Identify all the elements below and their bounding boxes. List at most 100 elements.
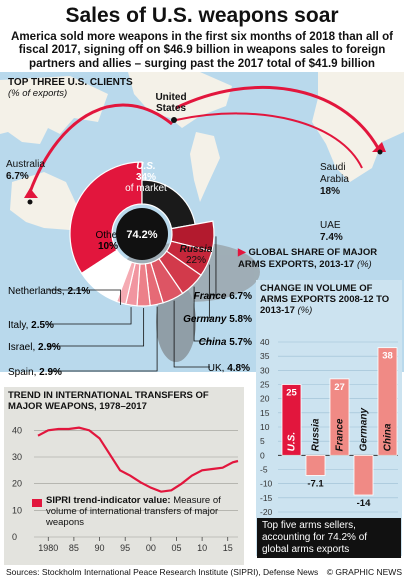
export-arrows bbox=[24, 85, 386, 205]
trend-ytick-label: 30 bbox=[12, 452, 22, 462]
global-share-donut: U.S. 34% of market Russia 22% France 6.7% Germ… bbox=[8, 161, 252, 378]
top-clients-note: (% of exports) bbox=[8, 88, 68, 99]
bar-category-label: China bbox=[383, 423, 394, 451]
client-australia-name: Australia bbox=[6, 159, 45, 170]
australia-landmass bbox=[10, 172, 80, 230]
destination-marker-saudi bbox=[377, 149, 383, 155]
client-australia: Australia 6.7% bbox=[6, 159, 66, 183]
bar-germany bbox=[353, 454, 374, 496]
change-callout: Top five arms sellers, accounting for 74… bbox=[257, 518, 401, 558]
bar-ytick-label: 5 bbox=[260, 436, 265, 446]
north-america-landmass bbox=[128, 72, 232, 128]
donut-center-label: 74.2% bbox=[126, 229, 157, 241]
trend-xtick-label: 05 bbox=[171, 543, 181, 553]
donut-label-france: France 6.7% bbox=[194, 291, 252, 302]
trend-series-line bbox=[37, 426, 239, 493]
donut-label-other: Other 10% bbox=[95, 230, 121, 252]
bar-ytick-label: -20 bbox=[260, 507, 273, 517]
client-uae-value: 7.4% bbox=[320, 232, 343, 243]
share-panel-heading: ▶ Global Share of Major Arms Exports, 20… bbox=[238, 247, 378, 270]
trend-xtick-label: 15 bbox=[223, 543, 233, 553]
donut-label-israel: Israel, 2.9% bbox=[8, 342, 61, 353]
page-subtitle: America sold more weapons in the first s… bbox=[10, 30, 394, 70]
bar-category-label: Germany bbox=[359, 408, 370, 452]
trend-legend-rest: Measure of volume of international trans… bbox=[46, 495, 221, 528]
footer-sources: Sources: Stockholm International Peace R… bbox=[6, 567, 319, 577]
bar-category-label: Russia bbox=[311, 418, 322, 451]
trend-ytick-label: 20 bbox=[12, 479, 22, 489]
bar-russia bbox=[305, 454, 326, 476]
bar-value-label: 27 bbox=[334, 382, 345, 393]
donut-label-germany: Germany 5.8% bbox=[183, 314, 252, 325]
bar-ytick-label: 0 bbox=[260, 450, 265, 460]
europe-africa-landmass bbox=[312, 72, 404, 182]
donut-label-uk: UK, 4.8% bbox=[208, 363, 250, 374]
donut-label-us: U.S. 34% of market bbox=[125, 161, 167, 194]
bar-ytick-label: 15 bbox=[260, 408, 270, 418]
bar-ytick-label: 35 bbox=[260, 351, 270, 361]
trend-xtick-label: 10 bbox=[197, 543, 207, 553]
donut-leader-netherlands bbox=[48, 289, 121, 305]
client-saudi-value: 18% bbox=[320, 186, 341, 197]
donut-slice-other bbox=[80, 249, 133, 303]
destination-marker-australia bbox=[27, 199, 33, 205]
trend-panel: Trend in International Transfers of Majo… bbox=[4, 387, 244, 565]
arrow-to-saudi bbox=[175, 85, 380, 149]
change-panel-heading: Change in Volume of Arms Exports 2008-12… bbox=[260, 283, 400, 316]
south-america-landmass bbox=[190, 132, 220, 202]
bar-ytick-label: 40 bbox=[260, 337, 270, 347]
bar-value-label: -7.1 bbox=[307, 478, 324, 489]
donut-leader-spain bbox=[48, 306, 158, 372]
trend-xtick-label: 85 bbox=[69, 543, 79, 553]
trend-xtick-label: 95 bbox=[120, 543, 130, 553]
arrow-to-uae bbox=[175, 112, 363, 169]
bar-ytick-label: 10 bbox=[260, 422, 270, 432]
trend-panel-title: Trend in International Transfers of Majo… bbox=[8, 390, 209, 412]
origin-marker bbox=[171, 117, 177, 123]
trend-ytick-label: 40 bbox=[12, 425, 22, 435]
top-clients-heading: Top Three U.S. Clients (% of exports) bbox=[8, 77, 133, 99]
bar-france bbox=[329, 378, 350, 456]
bar-value-label: 38 bbox=[382, 351, 393, 362]
trend-legend-swatch bbox=[32, 499, 42, 507]
trend-ytick-label: 10 bbox=[12, 505, 22, 515]
bar-china bbox=[377, 347, 398, 456]
client-uae-name: UAE bbox=[320, 220, 341, 231]
change-panel: Change in Volume of Arms Exports 2008-12… bbox=[256, 280, 402, 556]
trend-xtick-label: 1980 bbox=[38, 543, 58, 553]
trend-legend-strong: SIPRI trend-indicator value: bbox=[46, 495, 171, 506]
change-panel-title: Change in Volume of Arms Exports 2008-12… bbox=[260, 283, 390, 316]
page-title: Sales of U.S. weapons soar bbox=[65, 4, 339, 27]
origin-label: United States bbox=[155, 92, 187, 114]
bar-ytick-label: 25 bbox=[260, 380, 270, 390]
donut-leader-uk bbox=[173, 300, 210, 368]
donut-slice-us bbox=[69, 161, 143, 275]
bar-us bbox=[281, 384, 302, 456]
footer: Sources: Stockholm International Peace R… bbox=[6, 567, 402, 577]
donut-leader-israel bbox=[48, 307, 145, 347]
bar-ytick-label: 30 bbox=[260, 365, 270, 375]
trend-xtick-label: 00 bbox=[146, 543, 156, 553]
bar-category-label: U.S. bbox=[287, 432, 298, 451]
share-panel-note: (%) bbox=[356, 259, 372, 270]
donut-label-china: China 5.7% bbox=[199, 337, 252, 348]
donut-label-netherlands: Netherlands, 2.1% bbox=[8, 286, 90, 297]
client-saudi-name: Saudi Arabia bbox=[320, 162, 349, 185]
arrow-to-australia bbox=[28, 103, 173, 193]
donut-label-spain: Spain, 2.9% bbox=[8, 367, 62, 378]
arrow-head-saudi bbox=[372, 142, 386, 152]
bar-ytick-label: -10 bbox=[260, 479, 273, 489]
trend-legend: SIPRI trend-indicator value: Measure of … bbox=[46, 495, 242, 528]
client-australia-value: 6.7% bbox=[6, 171, 29, 182]
change-panel-note: (%) bbox=[297, 305, 313, 316]
bar-ytick-label: 20 bbox=[260, 394, 270, 404]
bar-value-label: 25 bbox=[286, 388, 297, 399]
bar-ytick-label: -15 bbox=[260, 493, 273, 503]
trend-ytick-label: 0 bbox=[12, 532, 17, 542]
trend-xtick-label: 90 bbox=[95, 543, 105, 553]
donut-leader-china bbox=[193, 286, 212, 342]
world-map bbox=[0, 72, 404, 372]
donut-leader-italy bbox=[48, 307, 132, 325]
bar-value-label: -14 bbox=[357, 498, 371, 509]
client-saudi: Saudi Arabia 18% bbox=[320, 162, 400, 198]
